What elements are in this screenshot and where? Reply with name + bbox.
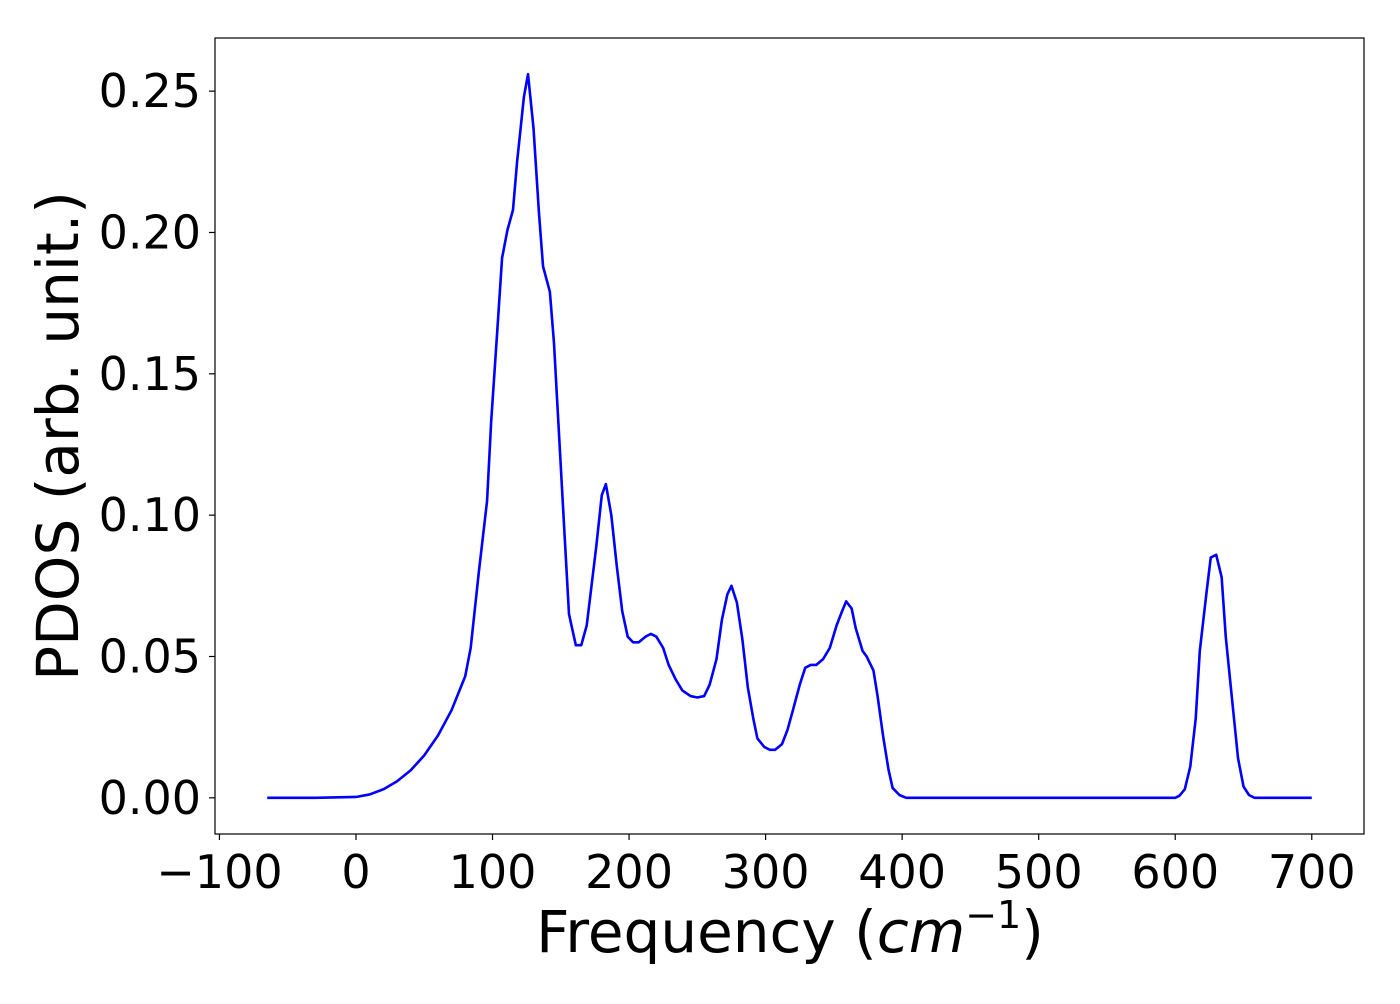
x-tick-label: 200 — [585, 845, 673, 899]
y-axis-label: PDOS (arb. unit.) — [24, 191, 92, 681]
y-tick-label: 0.25 — [99, 64, 201, 118]
x-tick-label: 300 — [722, 845, 810, 899]
y-tick-label: 0.00 — [99, 771, 201, 825]
x-tick-label: 600 — [1131, 845, 1219, 899]
x-tick-label: 100 — [449, 845, 537, 899]
x-tick-label: 0 — [341, 845, 370, 899]
y-tick-label: 0.15 — [99, 347, 201, 401]
x-tick-label: −100 — [156, 845, 282, 899]
data-line — [267, 72, 1312, 800]
plot-frame — [214, 37, 1365, 835]
y-tick-label: 0.10 — [99, 488, 201, 542]
y-tick-label: 0.05 — [99, 629, 201, 683]
x-tick-label: 400 — [858, 845, 946, 899]
x-label-exponent: −1 — [965, 893, 1021, 937]
x-tick-label: 700 — [1268, 845, 1356, 899]
x-axis-label: Frequency (cm−1) — [536, 893, 1044, 966]
x-tick-label: 500 — [995, 845, 1083, 899]
x-label-close: ) — [1021, 898, 1044, 966]
x-label-text: Frequency ( — [536, 898, 877, 966]
x-label-unit: cm — [877, 898, 965, 966]
y-tick-label: 0.20 — [99, 205, 201, 259]
